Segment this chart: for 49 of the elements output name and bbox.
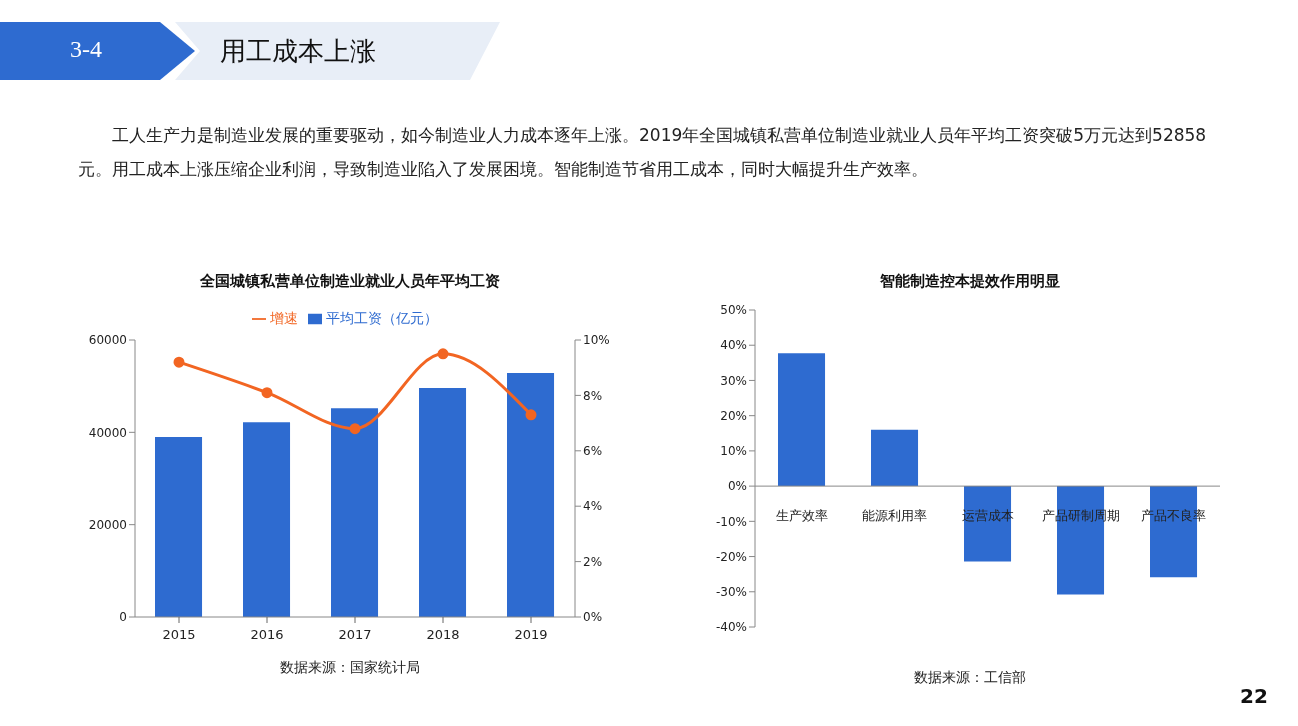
y-tick-label: 20% [720,408,747,423]
bar [243,422,291,617]
point [349,423,361,435]
legend-label: 增速 [270,310,298,326]
y-tick-label: 0% [727,479,747,494]
bar [331,408,379,617]
chart-title: 智能制造控本提效作用明显 [879,272,1061,292]
y2-tick-label: 2% [583,554,603,569]
y-tick-label: 40% [720,338,747,353]
y-tick-label: 50% [720,303,747,318]
y-tick-label: 40000 [88,425,127,440]
bar [419,388,467,617]
y2-tick-label: 4% [583,499,603,514]
text: 3-4 [70,36,102,63]
y-tick-label: -40% [715,620,747,635]
y2-tick-label: 10% [583,333,610,348]
y-tick-label: -30% [715,585,747,600]
text: 22 [1240,684,1268,708]
x-tick-label: 2016 [250,627,284,642]
x-tick-label: 能源利用率 [862,507,927,523]
point [437,348,449,360]
y2-tick-label: 6% [583,444,603,459]
x-tick-label: 2019 [514,627,548,642]
text: 用工成本上涨 [220,35,376,68]
y-tick-label: -10% [715,514,747,529]
point [525,409,537,421]
bar [155,436,203,617]
y-tick-label: -20% [715,549,747,564]
bar [507,372,555,617]
x-tick-label: 2015 [162,627,196,642]
x-tick-label: 2017 [338,627,372,642]
point [261,387,273,399]
y-tick-label: 20000 [88,517,127,532]
y-tick-label: 60000 [88,333,127,348]
y-tick-label: 0 [119,610,127,625]
source-note: 数据来源：工信部 [914,669,1026,685]
y-tick-label: 30% [720,373,747,388]
bar [871,429,919,487]
chart-title: 全国城镇私营单位制造业就业人员年平均工资 [199,272,501,292]
legend-label: 平均工资（亿元） [326,310,438,326]
x-tick-label: 生产效率 [775,507,828,523]
bar [778,353,826,487]
source-note: 数据来源：国家统计局 [279,659,421,677]
x-tick-label: 2018 [426,627,460,642]
text: 工人生产力是制造业发展的重要驱动，如今制造业人力成本逐年上涨。2019年全国城镇私营单位制造业就业人员年平均工资突破5万元达到52858元。用工成本上涨压缩企业利润，导致制造业陷入了发展困境。智能制造节省用工成本，同时大幅提升生产效率。 [78,124,1208,181]
y-tick-label: 10% [720,444,747,459]
y2-tick-label: 0% [583,610,603,625]
y2-tick-label: 8% [583,388,603,403]
point [173,356,185,368]
